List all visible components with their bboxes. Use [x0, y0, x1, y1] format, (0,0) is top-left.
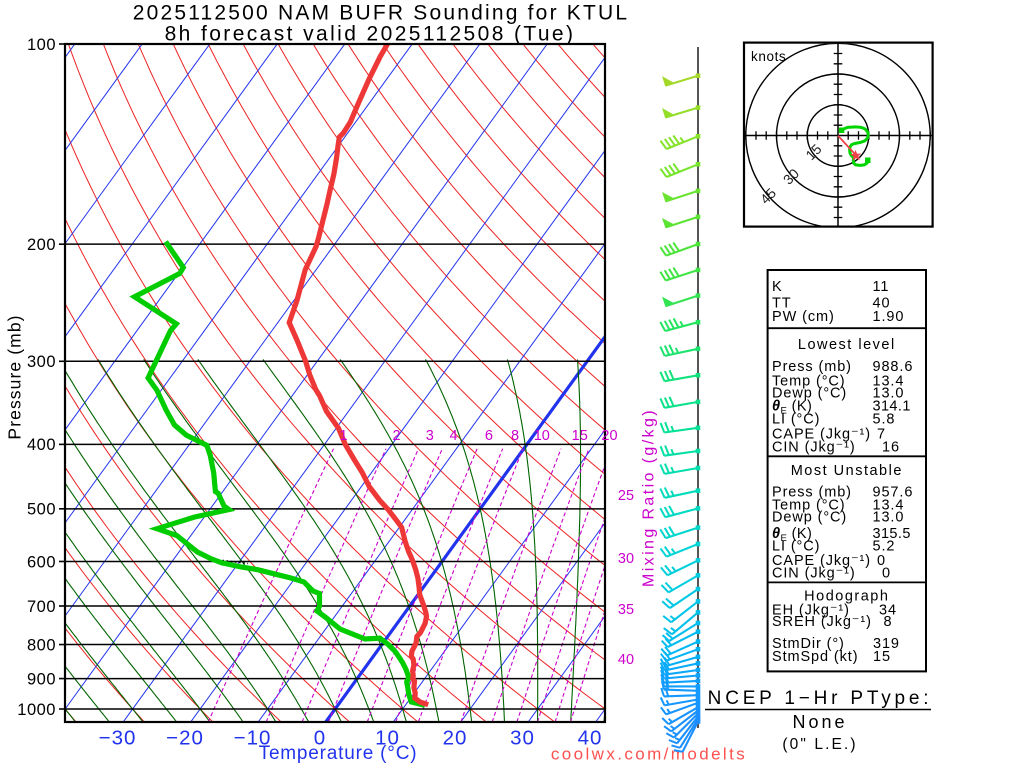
- svg-text:1.90: 1.90: [873, 309, 905, 325]
- svg-text:CIN (Jkg⁻¹): CIN (Jkg⁻¹): [772, 566, 856, 582]
- svg-text:200: 200: [27, 236, 56, 254]
- svg-text:1: 1: [340, 428, 348, 444]
- svg-text:25: 25: [618, 488, 634, 504]
- svg-text:10: 10: [534, 428, 550, 444]
- svg-text:40: 40: [873, 296, 891, 312]
- svg-text:10: 10: [375, 727, 400, 750]
- svg-text:13.0: 13.0: [873, 509, 905, 525]
- svg-text:20: 20: [601, 428, 617, 444]
- svg-text:CIN (Jkg⁻¹): CIN (Jkg⁻¹): [772, 439, 856, 455]
- svg-text:SREH (Jkg⁻¹): SREH (Jkg⁻¹): [772, 614, 872, 630]
- svg-text:0: 0: [877, 553, 886, 569]
- svg-text:8: 8: [511, 428, 519, 444]
- svg-text:−20: −20: [166, 727, 204, 750]
- svg-text:13.4: 13.4: [873, 497, 905, 513]
- svg-text:coolwx.com/modelts: coolwx.com/modelts: [551, 745, 747, 764]
- svg-text:Mixing Ratio (g/kg): Mixing Ratio (g/kg): [641, 408, 658, 587]
- svg-text:300: 300: [27, 353, 56, 371]
- svg-text:34: 34: [879, 602, 897, 618]
- svg-text:StmDir (°): StmDir (°): [772, 636, 845, 652]
- svg-text:LI (°C): LI (°C): [772, 538, 820, 554]
- svg-text:0: 0: [882, 566, 891, 582]
- svg-text:30: 30: [618, 551, 634, 567]
- svg-text:35: 35: [618, 602, 634, 618]
- svg-text:400: 400: [27, 436, 56, 454]
- svg-text:15: 15: [572, 428, 588, 444]
- svg-text:8h forecast valid 2025112508 (: 8h forecast valid 2025112508 (Tue): [165, 23, 576, 46]
- svg-text:None: None: [792, 712, 847, 732]
- svg-text:CAPE (Jkg⁻¹): CAPE (Jkg⁻¹): [772, 427, 871, 443]
- svg-text:7: 7: [877, 427, 886, 443]
- svg-text:Hodograph: Hodograph: [804, 588, 889, 604]
- svg-text:800: 800: [27, 636, 56, 654]
- svg-text:knots: knots: [751, 49, 786, 64]
- svg-text:500: 500: [27, 501, 56, 519]
- svg-text:3: 3: [426, 428, 434, 444]
- svg-text:Lowest level: Lowest level: [798, 337, 896, 353]
- svg-text:900: 900: [27, 670, 56, 688]
- svg-text:1000: 1000: [17, 701, 56, 719]
- svg-text:16: 16: [882, 439, 900, 455]
- svg-text:20: 20: [443, 727, 468, 750]
- svg-text:6: 6: [485, 428, 493, 444]
- svg-text:Dewp (°C): Dewp (°C): [772, 386, 847, 402]
- svg-text:Press (mb): Press (mb): [772, 485, 852, 501]
- svg-text:319: 319: [873, 636, 900, 652]
- svg-text:Temp (°C): Temp (°C): [772, 497, 846, 513]
- svg-text:−30: −30: [99, 727, 137, 750]
- svg-text:13.0: 13.0: [873, 386, 905, 402]
- svg-text:Temp (°C): Temp (°C): [772, 374, 846, 390]
- svg-text:EH (Jkg⁻¹): EH (Jkg⁻¹): [772, 602, 850, 618]
- svg-text:NCEP 1−Hr PType:: NCEP 1−Hr PType:: [708, 688, 933, 709]
- svg-text:K: K: [772, 279, 783, 295]
- svg-text:13.4: 13.4: [873, 374, 905, 390]
- svg-text:Press (mb): Press (mb): [772, 359, 852, 375]
- svg-text:957.6: 957.6: [873, 485, 914, 501]
- svg-text:40: 40: [618, 652, 634, 668]
- svg-text:600: 600: [27, 553, 56, 571]
- svg-text:Dewp (°C): Dewp (°C): [772, 509, 847, 525]
- svg-text:LI (°C): LI (°C): [772, 412, 820, 428]
- svg-text:30: 30: [510, 727, 535, 750]
- svg-text:8: 8: [884, 614, 893, 630]
- svg-text:988.6: 988.6: [873, 359, 914, 375]
- svg-text:0: 0: [314, 727, 326, 750]
- svg-text:100: 100: [27, 36, 56, 54]
- svg-text:5.8: 5.8: [873, 412, 896, 428]
- svg-text:314.1: 314.1: [873, 399, 911, 415]
- svg-text:2: 2: [393, 428, 401, 444]
- svg-text:Pressure (mb): Pressure (mb): [5, 314, 25, 439]
- svg-text:315.5: 315.5: [873, 526, 911, 542]
- svg-text:2025112500 NAM BUFR Sounding f: 2025112500 NAM BUFR Sounding for KTUL: [133, 2, 630, 25]
- svg-text:(0" L.E.): (0" L.E.): [782, 736, 857, 753]
- svg-text:CAPE (Jkg⁻¹): CAPE (Jkg⁻¹): [772, 553, 871, 569]
- svg-text:40: 40: [578, 727, 603, 750]
- svg-text:15: 15: [873, 649, 891, 665]
- svg-text:−10: −10: [234, 727, 272, 750]
- svg-text:11: 11: [873, 279, 890, 295]
- svg-text:Temperature (°C): Temperature (°C): [259, 743, 418, 764]
- svg-text:5.2: 5.2: [873, 538, 896, 554]
- svg-text:StmSpd (kt): StmSpd (kt): [772, 649, 858, 665]
- svg-text:Most Unstable: Most Unstable: [791, 463, 903, 479]
- svg-text:700: 700: [27, 598, 56, 616]
- svg-text:TT: TT: [772, 296, 792, 312]
- svg-text:4: 4: [450, 428, 458, 444]
- svg-text:PW (cm): PW (cm): [772, 309, 835, 325]
